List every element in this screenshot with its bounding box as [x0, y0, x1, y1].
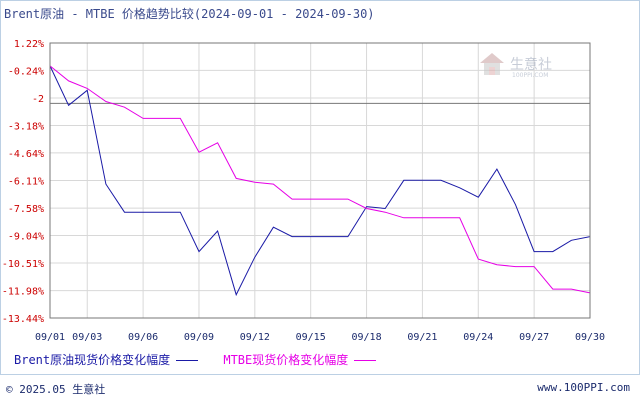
- watermark-logo: 生意社 100PPI.COM: [478, 51, 578, 83]
- series-line-brent: [49, 65, 591, 297]
- y-tick-label: -10.51%: [2, 259, 44, 270]
- legend-item-mtbe: MTBE现货价格变化幅度: [223, 351, 377, 368]
- copyright-text: © 2025.05 生意社: [6, 383, 106, 396]
- legend-swatch-brent: [176, 360, 199, 361]
- footer: © 2025.05 生意社 www.100PPI.com: [0, 374, 640, 401]
- y-tick-label: -2: [32, 94, 44, 105]
- legend-swatch-mtbe: [354, 360, 377, 361]
- x-tick-label: 09/03: [72, 332, 102, 343]
- legend-item-brent: Brent原油现货价格变化幅度: [14, 351, 199, 368]
- x-tick-label: 09/27: [519, 332, 549, 343]
- x-tick-label: 09/06: [128, 332, 158, 343]
- y-tick-label: -7.58%: [8, 204, 44, 215]
- y-tick-label: -11.98%: [2, 287, 44, 298]
- site-link[interactable]: www.100PPI.com: [537, 381, 630, 394]
- x-tick-label: 09/15: [296, 332, 326, 343]
- house-logo-icon: [480, 53, 504, 75]
- plot-outline: [49, 42, 591, 319]
- x-tick-label: 09/09: [184, 332, 214, 343]
- y-tick-label: 1.22%: [14, 39, 44, 50]
- x-tick-label: 09/21: [407, 332, 437, 343]
- legend: Brent原油现货价格变化幅度 MTBE现货价格变化幅度: [14, 351, 394, 368]
- y-tick-label: -4.64%: [8, 149, 44, 160]
- y-tick-label: -0.24%: [8, 66, 44, 77]
- x-tick-label: 09/01: [35, 332, 65, 343]
- legend-label-mtbe: MTBE现货价格变化幅度: [223, 353, 349, 367]
- y-tick-label: -6.11%: [8, 177, 44, 188]
- y-tick-label: -13.44%: [2, 314, 44, 325]
- series-line-mtbe: [49, 65, 591, 294]
- x-tick-label: 09/18: [351, 332, 381, 343]
- y-tick-label: -9.04%: [8, 231, 44, 242]
- x-tick-label: 09/30: [575, 332, 605, 343]
- watermark-subtext: 100PPI.COM: [512, 72, 549, 79]
- legend-label-brent: Brent原油现货价格变化幅度: [14, 353, 171, 367]
- watermark-text: 生意社: [510, 57, 552, 73]
- y-tick-label: -3.18%: [8, 122, 44, 133]
- chart-title: Brent原油 - MTBE 价格趋势比较(2024-09-01 - 2024-…: [4, 7, 375, 21]
- x-tick-label: 09/24: [463, 332, 493, 343]
- x-tick-label: 09/12: [240, 332, 270, 343]
